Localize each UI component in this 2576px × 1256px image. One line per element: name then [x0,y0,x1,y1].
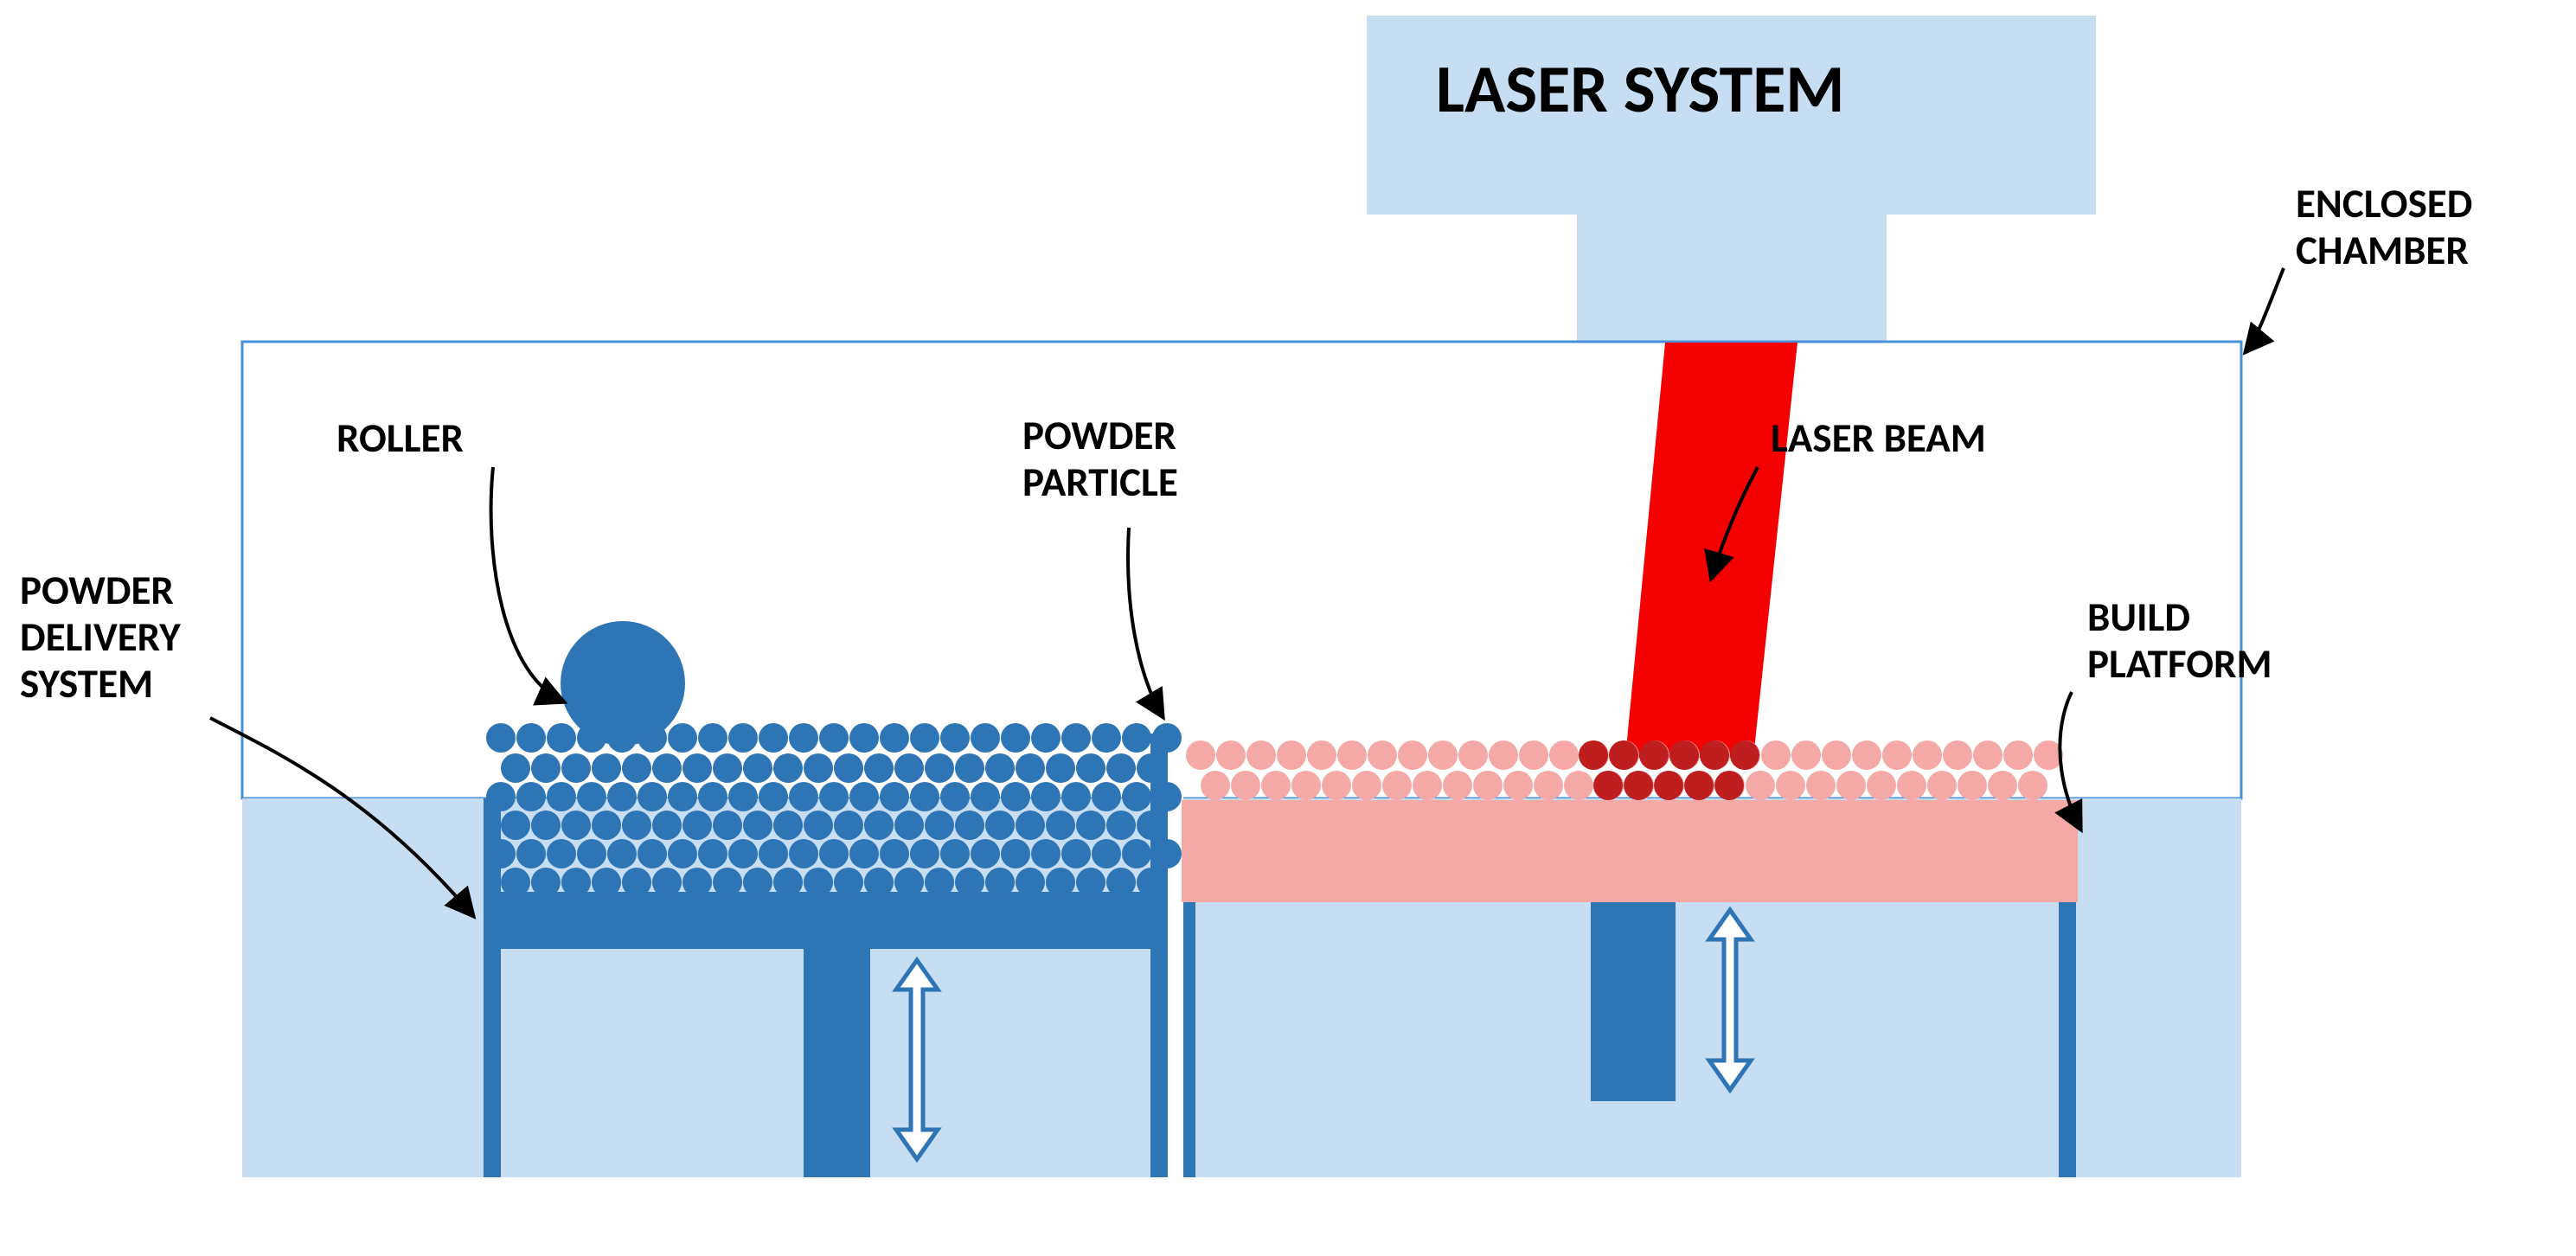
label-roller: ROLLER [336,414,464,461]
laser-system-neck [1577,215,1887,343]
label-enclosed-chamber: ENCLOSED CHAMBER [2296,180,2472,273]
build-piston [1591,902,1676,1101]
delivery-floor [501,892,1151,949]
laser-beam-shape [1625,343,1797,758]
label-laser-beam: LASER BEAM [1771,414,1986,461]
label-build-platform: BUILD PLATFORM [2087,593,2272,687]
label-powder-particle: POWDER PARTICLE [1022,412,1178,505]
callout-roller [491,467,565,702]
build-plate [1182,800,2078,902]
label-laser-system: LASER SYSTEM [1436,50,1844,128]
roller-shape [561,621,685,746]
delivery-piston [804,948,870,1177]
callout-enclosed-chamber [2245,268,2284,353]
label-powder-delivery: POWDER DELIVERY SYSTEM [20,567,181,707]
callout-powder-particle [1128,528,1163,718]
